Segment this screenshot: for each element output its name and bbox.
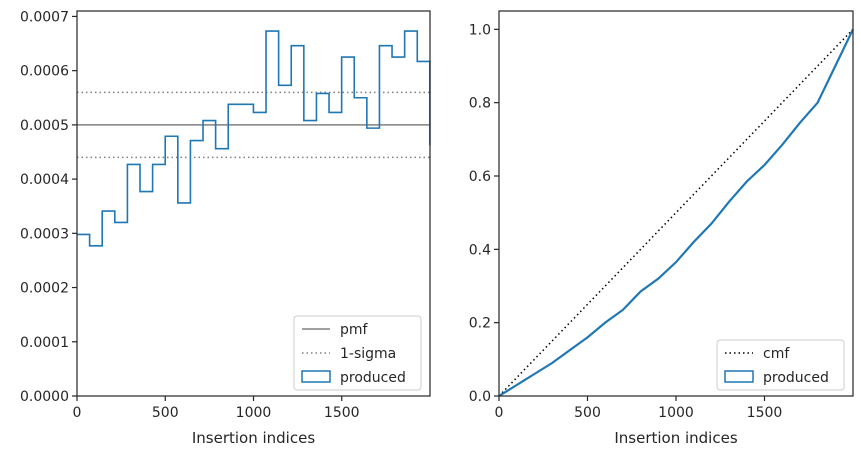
left-panel-pmf: 0.0000 0.0001 0.0002 0.0003 0.0004 0.0005 0.00… xyxy=(20,9,431,447)
right-x-axis-label: Insertion indices xyxy=(614,429,737,447)
right-panel-cmf: 0.0 0.2 0.4 0.6 0.8 1.0 0 500 1000 1500 Insertio… xyxy=(469,10,854,447)
legend-label: produced xyxy=(340,370,406,386)
x-tick-label: 1500 xyxy=(324,405,360,421)
y-tick-label: 0.0007 xyxy=(20,9,69,25)
produced-cumulative-line xyxy=(498,28,854,397)
x-tick-label: 500 xyxy=(152,405,179,421)
y-tick-label: 0.8 xyxy=(469,96,491,112)
x-tick-label: 0 xyxy=(73,405,82,421)
legend-label: 1-sigma xyxy=(340,346,396,362)
y-tick-label: 0.0006 xyxy=(20,64,69,80)
y-tick-label: 0.2 xyxy=(469,316,491,332)
y-tick-label: 0.0003 xyxy=(20,226,69,242)
x-tick-label: 0 xyxy=(495,405,504,421)
right-axes-frame xyxy=(498,10,854,397)
left-legend: pmf 1-sigma produced xyxy=(293,315,422,391)
x-tick-label: 1000 xyxy=(236,405,272,421)
y-tick-label: 0.0005 xyxy=(20,118,69,134)
legend-label: produced xyxy=(763,370,829,386)
legend-label: pmf xyxy=(340,322,369,338)
y-tick-label: 1.0 xyxy=(469,22,491,38)
y-tick-label: 0.6 xyxy=(469,169,491,185)
x-tick-label: 500 xyxy=(574,405,601,421)
y-tick-label: 0.4 xyxy=(469,242,491,258)
y-tick-label: 0.0000 xyxy=(20,389,69,405)
x-tick-label: 1500 xyxy=(747,405,783,421)
right-legend: cmf produced xyxy=(716,339,845,391)
legend-label: cmf xyxy=(763,346,790,362)
legend-handle-produced xyxy=(301,370,331,383)
y-tick-label: 0.0001 xyxy=(20,335,69,351)
produced-histogram-step xyxy=(77,30,431,247)
y-tick-label: 0.0004 xyxy=(20,172,69,188)
x-tick-label: 1000 xyxy=(658,405,694,421)
y-tick-label: 0.0 xyxy=(469,389,491,405)
y-tick-label: 0.0002 xyxy=(20,281,69,297)
left-x-axis-label: Insertion indices xyxy=(192,429,315,447)
legend-handle-produced xyxy=(724,370,754,383)
